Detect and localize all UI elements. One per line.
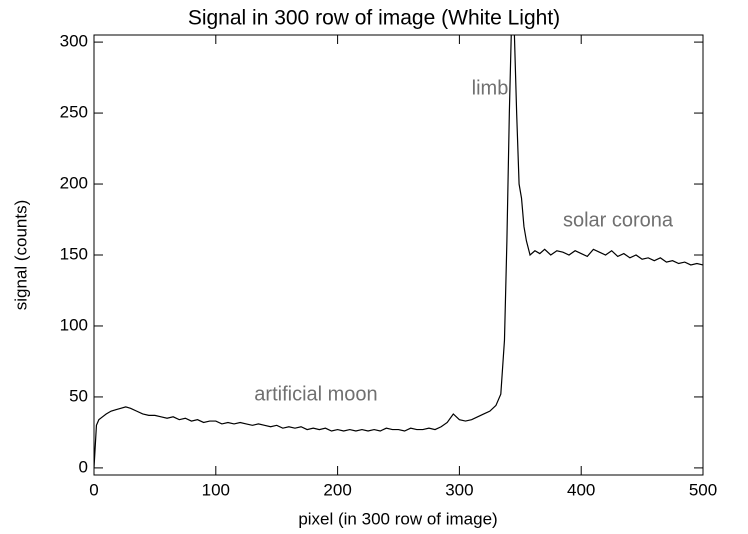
y-tick-label: 200 <box>60 174 88 193</box>
x-tick-label: 500 <box>689 480 717 499</box>
x-tick-label: 400 <box>567 480 595 499</box>
x-tick-label: 200 <box>323 480 351 499</box>
plot-frame <box>93 34 704 476</box>
annotation: limb <box>472 77 509 99</box>
y-tick-label: 100 <box>60 315 88 334</box>
y-tick-label: 250 <box>60 103 88 122</box>
x-tick-label: 100 <box>202 480 230 499</box>
y-tick-label: 150 <box>60 244 88 263</box>
x-tick-label: 0 <box>89 480 98 499</box>
y-tick-label: 300 <box>60 32 88 51</box>
chart-title: Signal in 300 row of image (White Light) <box>188 7 560 30</box>
y-tick-label: 50 <box>69 386 88 405</box>
x-axis-label: pixel (in 300 row of image) <box>298 509 497 528</box>
y-tick-label: 0 <box>79 457 88 476</box>
x-tick-label: 300 <box>445 480 473 499</box>
signal-line <box>94 35 703 468</box>
annotation: solar corona <box>563 209 674 231</box>
y-axis-label: signal (counts) <box>11 200 30 311</box>
annotation: artificial moon <box>254 383 377 405</box>
